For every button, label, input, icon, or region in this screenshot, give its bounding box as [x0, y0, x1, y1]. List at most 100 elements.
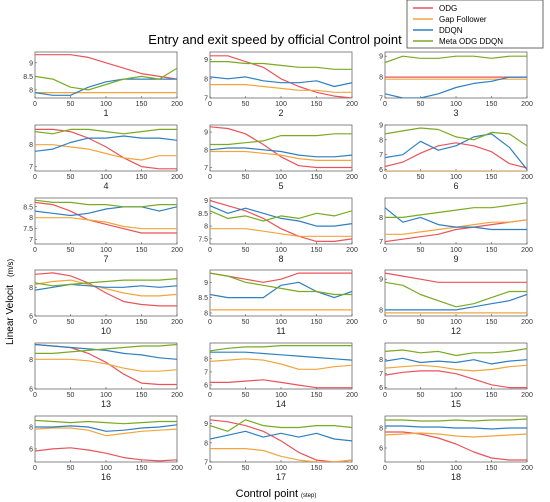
- panel-6-series-0-line: [385, 142, 527, 169]
- panel-2-label: 2: [278, 108, 283, 118]
- panel-4-xtick-label-3: 150: [136, 174, 148, 181]
- panel-1-series-0-line: [35, 54, 177, 80]
- panel-13-series-2-line: [35, 343, 177, 360]
- y-axis-label-group: Linear Velocit (m/s): [5, 258, 16, 345]
- panel-6-xtick-label-3: 150: [486, 174, 498, 181]
- panel-4-xtick-label-4: 200: [171, 174, 183, 181]
- panel-13-xtick-label-1: 50: [67, 392, 75, 399]
- panel-3-xtick-label-4: 200: [521, 101, 533, 108]
- panel-8-ytick-label-2: 8.5: [198, 211, 208, 218]
- panel-17-xtick-label-2: 100: [275, 465, 287, 472]
- legend-label-2: DDQN: [439, 26, 463, 35]
- panel-16-xtick-label-4: 200: [171, 465, 183, 472]
- panel-7-label: 7: [103, 254, 108, 264]
- panel-5-series-3-line: [210, 133, 352, 146]
- panel-3-xtick-label-0: 0: [383, 101, 387, 108]
- panel-11-series-0-line: [210, 272, 352, 283]
- panel-2-frame: [209, 51, 353, 99]
- panel-18-ytick-label-1: 8: [379, 426, 383, 433]
- panel-2-ytick-label-1: 8: [204, 76, 208, 83]
- panel-18-xtick-label-0: 0: [383, 465, 387, 472]
- panel-17-xtick-label-3: 150: [311, 465, 323, 472]
- panel-8-ytick-label-3: 9: [204, 198, 208, 205]
- panel-17-series-3-line: [210, 419, 352, 432]
- panel-5-series-2-line: [210, 147, 352, 158]
- y-axis-unit: (m/s): [6, 258, 15, 277]
- legend-label-1: Gap Follower: [439, 15, 487, 24]
- panel-9-series-3-line: [385, 202, 527, 218]
- panel-6: 0 50 100 150 200 6 7 8 9 6: [379, 123, 533, 192]
- x-axis-unit: (step): [301, 493, 316, 499]
- panel-10-series-2-line: [35, 283, 177, 291]
- panel-14-label: 14: [276, 399, 286, 409]
- panel-13-label: 13: [101, 399, 111, 409]
- panel-5-ytick-label-2: 9: [204, 130, 208, 137]
- panel-6-ytick-label-3: 9: [379, 123, 383, 130]
- panel-14-ytick-label-2: 8: [204, 356, 208, 363]
- panel-10-xtick-label-2: 100: [100, 319, 112, 326]
- panel-18-ytick-label-0: 6: [379, 446, 383, 453]
- panel-6-xtick-label-0: 0: [383, 174, 387, 181]
- panel-14-xtick-label-1: 50: [242, 392, 250, 399]
- panel-9: 0 50 100 150 200 7 8 9: [379, 197, 533, 264]
- panel-17-ytick-label-0: 7: [204, 460, 208, 467]
- panel-14-series-2-line: [210, 351, 352, 361]
- panel-8-xtick-label-0: 0: [208, 247, 212, 254]
- panel-11-ytick-label-2: 9: [204, 280, 208, 287]
- panel-18-label: 18: [451, 472, 461, 482]
- panel-15-series-3-line: [385, 348, 527, 357]
- panel-15-xtick-label-4: 200: [521, 392, 533, 399]
- panel-15-xtick-label-3: 150: [486, 392, 498, 399]
- panel-12-xtick-label-0: 0: [383, 319, 387, 326]
- panel-1-xtick-label-0: 0: [33, 101, 37, 108]
- panel-5-xtick-label-2: 100: [275, 174, 287, 181]
- panel-14-series-1-line: [210, 358, 352, 370]
- panel-18-series-3-line: [385, 418, 527, 422]
- panel-11-ytick-label-1: 8.5: [198, 295, 208, 302]
- panel-17-series-1-line: [210, 448, 352, 462]
- panel-9-label: 9: [453, 254, 458, 264]
- panel-5-xtick-label-0: 0: [208, 174, 212, 181]
- panel-2-ytick-label-2: 9: [204, 57, 208, 64]
- panel-4-xtick-label-1: 50: [67, 174, 75, 181]
- panel-1-xtick-label-3: 150: [136, 101, 148, 108]
- panel-15-ytick-label-0: 6: [379, 385, 383, 392]
- panel-13-xtick-label-4: 200: [171, 392, 183, 399]
- panel-3-xtick-label-3: 150: [486, 101, 498, 108]
- x-axis-label: Control point: [236, 488, 298, 500]
- panel-8-series-1-line: [210, 228, 352, 237]
- panel-1-series-2-line: [35, 78, 177, 96]
- panel-8-series-2-line: [210, 205, 352, 227]
- panel-8-series-0-line: [210, 200, 352, 242]
- panel-16-ytick-label-0: 6: [29, 446, 33, 453]
- panel-12-label: 12: [451, 326, 461, 336]
- panel-13: 0 50 100 150 200 6 8 13: [29, 342, 183, 409]
- panel-1: 0 50 100 150 200 8 8.5 9 1: [23, 51, 183, 118]
- panel-17-xtick-label-4: 200: [346, 465, 358, 472]
- panel-4-series-1-line: [35, 144, 177, 161]
- panel-15: 0 50 100 150 200 6 7 8 15: [379, 342, 533, 409]
- panel-15-label: 15: [451, 399, 461, 409]
- panel-11-xtick-label-2: 100: [275, 319, 287, 326]
- panel-18-xtick-label-1: 50: [417, 465, 425, 472]
- panel-7-ytick-label-2: 8: [29, 215, 33, 222]
- y-axis-label: Linear Velocit: [5, 285, 16, 345]
- panel-2-series-3-line: [210, 60, 352, 70]
- panel-16-xtick-label-0: 0: [33, 465, 37, 472]
- panel-18-series-0-line: [385, 431, 527, 461]
- panel-16-series-3-line: [35, 419, 177, 425]
- panel-10-xtick-label-0: 0: [33, 319, 37, 326]
- panel-12-series-0-line: [385, 272, 527, 283]
- panel-3-xtick-label-2: 100: [450, 101, 462, 108]
- panel-2-xtick-label-3: 150: [311, 101, 323, 108]
- panel-5-ytick-label-1: 8: [204, 147, 208, 154]
- panel-14-xtick-label-0: 0: [208, 392, 212, 399]
- panel-5-xtick-label-4: 200: [346, 174, 358, 181]
- panel-18-series-1-line: [385, 432, 527, 438]
- panel-4-xtick-label-0: 0: [33, 174, 37, 181]
- panel-2-xtick-label-0: 0: [208, 101, 212, 108]
- panel-4-ytick-label-0: 7: [29, 164, 33, 171]
- panel-3-series-3-line: [385, 55, 527, 64]
- panel-17-series-2-line: [210, 430, 352, 442]
- panel-7: 0 50 100 150 200 7 7.5 8 8.5 7: [23, 197, 183, 264]
